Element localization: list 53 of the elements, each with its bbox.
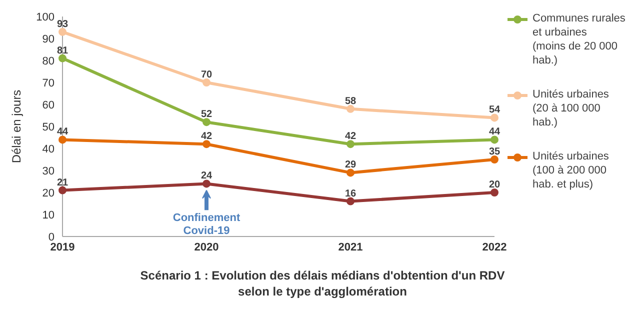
- data-label: 81: [56, 45, 68, 56]
- y-tick-label: 40: [42, 144, 55, 156]
- point: [58, 54, 66, 62]
- point: [490, 188, 498, 196]
- point: [58, 136, 66, 144]
- legend-label: Unités urbaines (100 à 200 000 hab. et plus): [532, 150, 610, 190]
- annotation: Confinement Covid-19: [172, 212, 240, 238]
- point: [202, 118, 210, 126]
- data-label: 29: [344, 160, 356, 171]
- data-label: 42: [344, 131, 356, 142]
- text: Scénario 1 : Evolution des délais médians d'obtention d'un RDV selon le type d'agglomération: [140, 268, 505, 298]
- point: [346, 104, 354, 113]
- data-label: 70: [200, 70, 212, 80]
- point: [202, 140, 210, 148]
- point: [490, 136, 498, 144]
- point: [58, 28, 66, 36]
- y-tick-label: 30: [42, 166, 55, 178]
- point: [202, 78, 210, 86]
- point: [490, 156, 498, 164]
- legend-label: Communes rurales et urbaines (moins de 20 000 hab.): [532, 12, 626, 66]
- data-label: 20: [488, 180, 500, 190]
- y-axis-title: Délai en jours: [10, 90, 24, 164]
- data-label: 24: [200, 170, 212, 182]
- data-label: 44: [488, 126, 500, 138]
- data-label: 52: [200, 109, 212, 120]
- data-label: 21: [56, 177, 68, 188]
- y-tick-label: 0: [48, 232, 55, 244]
- x-tick-label: 2022: [482, 242, 507, 254]
- point: [58, 186, 66, 194]
- data-label: 44: [56, 126, 68, 138]
- data-label: 54: [488, 104, 500, 116]
- y-tick-label: 80: [42, 56, 55, 68]
- y-tick-label: 100: [36, 12, 55, 24]
- point: [346, 168, 354, 177]
- data-label: 42: [200, 131, 212, 142]
- y-tick-label: 10: [42, 210, 55, 222]
- x-tick-label: 2020: [194, 242, 219, 254]
- y-tick-label: 60: [42, 100, 55, 112]
- point: [346, 140, 354, 148]
- point: [202, 180, 210, 188]
- x-tick-label: 2019: [50, 242, 75, 254]
- y-tick-label: 90: [42, 34, 55, 46]
- x-tick-label: 2021: [338, 242, 363, 254]
- data-label: 35: [488, 146, 500, 158]
- y-tick-label: 70: [42, 78, 55, 90]
- legend-label: Unités urbaines (20 à 100 000 hab.): [532, 88, 610, 128]
- y-tick-label: 20: [42, 188, 55, 200]
- point: [490, 114, 498, 122]
- data-label: 93: [56, 18, 68, 30]
- data-label: 58: [344, 96, 356, 107]
- y-tick-label: 50: [42, 122, 55, 134]
- data-label: 16: [344, 188, 356, 200]
- point: [346, 197, 354, 206]
